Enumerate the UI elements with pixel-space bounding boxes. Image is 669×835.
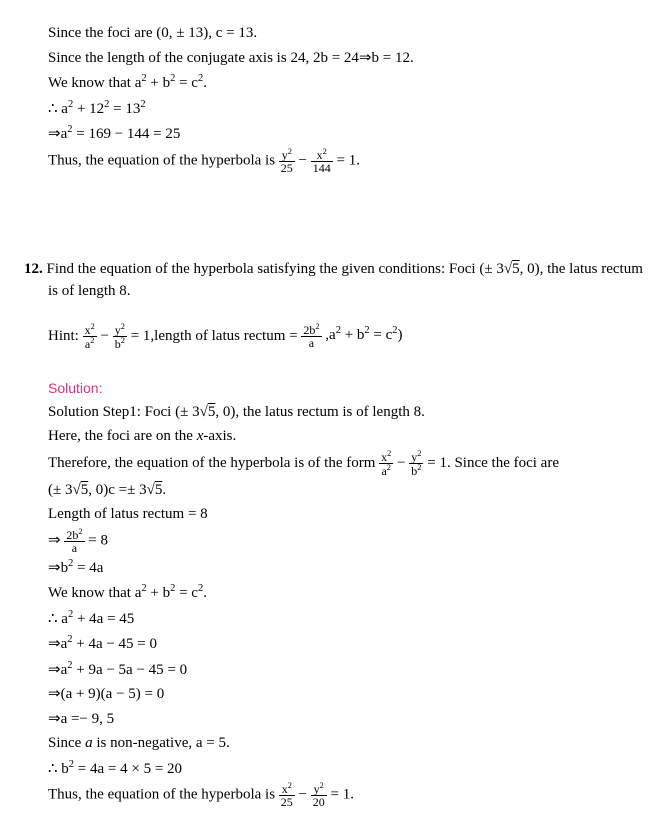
- text: Thus, the equation of the hyperbola is: [48, 786, 279, 802]
- q12-s6: ⇒ 2b2a = 8: [24, 528, 645, 554]
- fraction: x225: [279, 782, 295, 808]
- fraction: y220: [311, 782, 327, 808]
- math: ∴ a2 + 4a = 45: [48, 611, 134, 627]
- fraction: x2a2: [83, 323, 97, 350]
- q12-statement: 12. Find the equation of the hyperbola s…: [24, 258, 645, 303]
- math: ∴ a2 + 122 = 132: [48, 101, 146, 117]
- math: (± 3√5, 0)c =± 3√5.: [48, 482, 166, 498]
- text: is non-negative,: [93, 735, 196, 751]
- math: (± 3√5, 0),: [479, 261, 543, 277]
- math: = 1.: [337, 152, 360, 168]
- fraction: y2b2: [409, 450, 423, 477]
- minus: −: [101, 327, 113, 343]
- math: ⇒a =− 9, 5: [48, 711, 114, 727]
- hint-label: Hint:: [48, 327, 83, 343]
- math: 8.: [119, 283, 130, 299]
- q12-s8: We know that a2 + b2 = c2.: [24, 581, 645, 605]
- q12-s15: ∴ b2 = 4a = 4 × 5 = 20: [24, 757, 645, 781]
- math: a: [85, 735, 93, 751]
- text: Thus, the equation of the hyperbola is: [48, 152, 279, 168]
- fraction: 2b2a: [64, 528, 84, 554]
- math: a = 5.: [196, 735, 230, 751]
- text: Therefore, the equation of the hyperbola…: [48, 454, 375, 470]
- text: the latus rectum is of length: [239, 404, 414, 420]
- text: -axis.: [203, 428, 236, 444]
- math: ⇒(a + 9)(a − 5) = 0: [48, 686, 164, 702]
- q12-s4: (± 3√5, 0)c =± 3√5.: [24, 479, 645, 502]
- text: We know that: [48, 585, 135, 601]
- q12-s2: Here, the foci are on the x-axis.: [24, 425, 645, 448]
- q12-s13: ⇒a =− 9, 5: [24, 708, 645, 731]
- sol11-line3: We know that a2 + b2 = c2.: [24, 71, 645, 95]
- text: = 1,length of latus rectum =: [131, 327, 302, 343]
- q12-s11: ⇒a2 + 9a − 5a − 45 = 0: [24, 658, 645, 682]
- q12-s5: Length of latus rectum = 8: [24, 503, 645, 526]
- fraction: x2144: [311, 148, 333, 174]
- math: a2 + b2 = c2.: [135, 585, 207, 601]
- math: ,a2 + b2 = c2): [325, 327, 402, 343]
- fraction: y225: [279, 148, 295, 174]
- text: Since the length of the conjugate axis i…: [48, 50, 290, 66]
- text: Since: [48, 735, 85, 751]
- text: Solution Step1: Foci: [48, 404, 175, 420]
- math: ⇒a2 = 169 − 144 = 25: [48, 126, 180, 142]
- math: = 8: [88, 532, 108, 548]
- text: We know that: [48, 75, 135, 91]
- solution-label: Solution:: [24, 378, 645, 399]
- minus: −: [397, 454, 409, 470]
- q12-s3: Therefore, the equation of the hyperbola…: [24, 450, 645, 477]
- minus: −: [299, 786, 311, 802]
- q12-s12: ⇒(a + 9)(a − 5) = 0: [24, 683, 645, 706]
- math: 8.: [414, 404, 425, 420]
- math: (0, ± 13), c = 13.: [156, 25, 257, 41]
- sol11-line6: Thus, the equation of the hyperbola is y…: [24, 148, 645, 174]
- math: ⇒b2 = 4a: [48, 560, 103, 576]
- math: ⇒a2 + 4a − 45 = 0: [48, 636, 157, 652]
- q12-s16: Thus, the equation of the hyperbola is x…: [24, 782, 645, 808]
- math: = 8: [188, 506, 208, 522]
- minus: −: [299, 152, 311, 168]
- text: Since the foci are: [454, 454, 559, 470]
- sol11-line2: Since the length of the conjugate axis i…: [24, 47, 645, 70]
- math: ⇒: [48, 532, 61, 548]
- sol11-line4: ∴ a2 + 122 = 132: [24, 97, 645, 121]
- q12-s10: ⇒a2 + 4a − 45 = 0: [24, 632, 645, 656]
- math: = 1.: [427, 454, 450, 470]
- math: (± 3√5, 0),: [175, 404, 239, 420]
- text: Since the foci are: [48, 25, 156, 41]
- q12-s7: ⇒b2 = 4a: [24, 556, 645, 580]
- q12-s1: Solution Step1: Foci (± 3√5, 0), the lat…: [24, 401, 645, 424]
- math: ⇒a2 + 9a − 5a − 45 = 0: [48, 662, 187, 678]
- q12-s14: Since a is non-negative, a = 5.: [24, 732, 645, 755]
- fraction: y2b2: [113, 323, 127, 350]
- fraction: x2a2: [379, 450, 393, 477]
- math: ∴ b2 = 4a = 4 × 5 = 20: [48, 761, 182, 777]
- math: = 1.: [331, 786, 354, 802]
- math: 24, 2b = 24⇒b = 12.: [290, 50, 413, 66]
- fraction: 2b2a: [301, 323, 321, 349]
- q12-s9: ∴ a2 + 4a = 45: [24, 607, 645, 631]
- q12-hint: Hint: x2a2 − y2b2 = 1,length of latus re…: [24, 323, 645, 350]
- text: Find the equation of the hyperbola satis…: [43, 261, 480, 277]
- sol11-line1: Since the foci are (0, ± 13), c = 13.: [24, 22, 645, 45]
- text: Here, the foci are on the: [48, 428, 197, 444]
- sol11-line5: ⇒a2 = 169 − 144 = 25: [24, 122, 645, 146]
- question-number: 12.: [24, 261, 43, 277]
- math: a2 + b2 = c2.: [135, 75, 207, 91]
- text: Length of latus rectum: [48, 506, 188, 522]
